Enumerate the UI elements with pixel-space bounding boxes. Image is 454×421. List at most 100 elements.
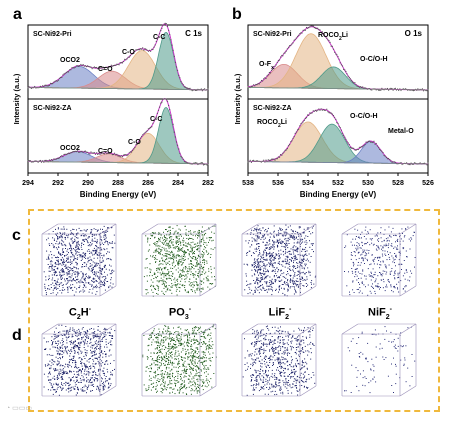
ion-count-dot bbox=[58, 349, 60, 351]
ion-count-dot bbox=[261, 257, 263, 259]
ion-count-dot bbox=[290, 278, 291, 280]
ion-count-dot bbox=[185, 232, 187, 234]
ion-count-dot bbox=[156, 284, 158, 286]
ion-count-dot bbox=[169, 377, 171, 379]
ion-count-dot bbox=[262, 284, 263, 286]
ion-count-dot bbox=[187, 342, 189, 344]
ion-count-dot bbox=[351, 244, 353, 246]
ion-count-dot bbox=[108, 383, 110, 385]
ion-count-dot bbox=[166, 329, 168, 331]
ion-count-dot bbox=[257, 283, 259, 285]
ion-count-dot bbox=[147, 239, 149, 241]
ion-count-dot bbox=[85, 265, 87, 267]
ion-count-dot bbox=[266, 283, 268, 285]
ion-count-dot bbox=[175, 336, 177, 338]
raw-data-point bbox=[265, 77, 267, 80]
ion-count-dot bbox=[96, 242, 98, 244]
ion-count-dot bbox=[291, 235, 293, 237]
ion-count-dot bbox=[59, 232, 61, 234]
ion-count-dot bbox=[148, 249, 150, 251]
ion-count-dot bbox=[98, 368, 100, 370]
ion-count-dot bbox=[60, 254, 62, 256]
ion-count-dot bbox=[190, 284, 192, 286]
ion-count-dot bbox=[190, 285, 192, 287]
raw-data-point bbox=[103, 67, 106, 69]
raw-data-point bbox=[87, 151, 89, 153]
ion-count-dot bbox=[92, 359, 94, 361]
raw-data-point bbox=[63, 73, 65, 75]
ion-count-dot bbox=[95, 334, 97, 336]
ion-count-dot bbox=[64, 278, 65, 280]
ion-count-dot bbox=[96, 346, 98, 347]
raw-data-point bbox=[406, 162, 408, 164]
ion-count-dot bbox=[143, 276, 145, 278]
ion-count-dot bbox=[205, 276, 207, 278]
ion-count-dot bbox=[86, 388, 88, 390]
ion-count-dot bbox=[251, 269, 253, 271]
ion-count-dot bbox=[163, 283, 165, 284]
raw-data-point bbox=[426, 90, 428, 92]
ion-count-dot bbox=[169, 348, 171, 350]
ion-count-dot bbox=[301, 259, 303, 261]
ion-count-dot bbox=[188, 231, 190, 233]
raw-data-point bbox=[81, 150, 83, 152]
ion-count-dot bbox=[196, 265, 198, 267]
ion-count-dot bbox=[153, 286, 155, 288]
raw-data-point bbox=[134, 50, 136, 52]
ion-count-dot bbox=[284, 232, 286, 234]
raw-data-point bbox=[108, 66, 110, 68]
ion-count-dot bbox=[105, 331, 107, 333]
raw-data-point bbox=[329, 112, 331, 114]
ion-count-dot bbox=[60, 346, 62, 348]
raw-data-point bbox=[275, 64, 277, 66]
ion-count-dot bbox=[188, 386, 190, 388]
ion-count-dot bbox=[66, 228, 68, 230]
ion-count-dot bbox=[166, 255, 168, 257]
ion-count-dot bbox=[374, 290, 376, 292]
ion-count-dot bbox=[74, 280, 76, 282]
ion-count-dot bbox=[156, 243, 158, 245]
ion-count-dot bbox=[390, 286, 392, 288]
ion-count-dot bbox=[394, 262, 395, 264]
ion-count-dot bbox=[107, 241, 108, 243]
ion-count-dot bbox=[189, 256, 191, 258]
ion-count-dot bbox=[62, 261, 64, 263]
ion-count-dot bbox=[366, 249, 368, 251]
raw-data-point bbox=[187, 87, 189, 89]
ion-count-dot bbox=[387, 279, 389, 281]
ion-count-dot bbox=[156, 391, 157, 393]
ion-count-dot bbox=[273, 243, 275, 245]
ion-count-dot bbox=[285, 262, 287, 264]
ion-count-dot bbox=[300, 278, 301, 280]
ion-count-dot bbox=[48, 285, 50, 287]
ion-count-dot bbox=[375, 280, 377, 282]
ion-count-dot bbox=[157, 374, 159, 376]
ion-count-dot bbox=[188, 339, 190, 341]
ion-count-dot bbox=[69, 341, 71, 343]
ion-count-dot bbox=[376, 263, 378, 265]
raw-data-point bbox=[292, 42, 294, 44]
raw-data-point bbox=[338, 125, 340, 127]
ion-count-dot bbox=[207, 278, 209, 280]
ion-count-dot bbox=[82, 379, 84, 381]
x-tick-label: 526 bbox=[422, 180, 434, 187]
ion-count-dot bbox=[111, 247, 113, 249]
ion-count-dot bbox=[64, 265, 66, 267]
ion-count-dot bbox=[270, 255, 272, 257]
raw-data-point bbox=[105, 151, 107, 154]
ion-count-dot bbox=[284, 235, 286, 237]
ion-count-dot bbox=[87, 338, 89, 339]
ion-count-dot bbox=[65, 245, 67, 247]
ion-count-dot bbox=[61, 383, 62, 385]
ion-count-dot bbox=[287, 279, 289, 281]
ion-count-dot bbox=[170, 247, 172, 249]
ion-count-dot bbox=[301, 238, 303, 240]
ion-count-dot bbox=[183, 376, 185, 378]
raw-data-point bbox=[181, 156, 183, 159]
ion-count-dot bbox=[57, 228, 59, 230]
ion-count-dot bbox=[176, 241, 178, 243]
raw-data-point bbox=[151, 48, 153, 50]
raw-data-point bbox=[72, 151, 74, 153]
ion-count-dot bbox=[280, 274, 282, 276]
raw-data-point bbox=[165, 23, 167, 25]
